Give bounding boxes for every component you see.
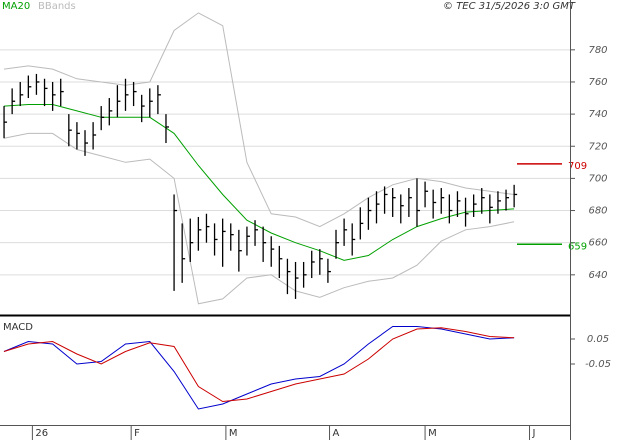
- y-tick-label: 0.05: [587, 334, 609, 345]
- y-tick-label: 660: [588, 238, 607, 249]
- y-tick-label: -0.05: [585, 359, 611, 370]
- legend-ma: MA20: [2, 1, 30, 12]
- y-tick-label: 760: [588, 77, 607, 88]
- macd-title: MACD: [3, 322, 33, 333]
- x-tick-label: J: [532, 428, 536, 439]
- level-label: 659: [568, 241, 587, 252]
- x-tick-label: A: [333, 428, 340, 439]
- bband-upper: [3, 12, 515, 228]
- ma-line: [3, 104, 515, 261]
- y-tick-label: 640: [588, 270, 607, 281]
- macd-line: [3, 326, 515, 410]
- x-tick-label: M: [428, 428, 437, 439]
- y-tick-label: 680: [588, 206, 607, 217]
- y-tick-label: 720: [588, 141, 607, 152]
- x-tick-label: F: [134, 428, 140, 439]
- y-tick-label: 700: [588, 173, 607, 184]
- source: © TEC 31/5/2026 3:0 GMT: [443, 1, 576, 12]
- level-label: 709: [568, 161, 587, 172]
- y-tick-label: 740: [588, 109, 607, 120]
- y-tick-label: 780: [588, 45, 607, 56]
- bband-lower: [3, 132, 515, 305]
- x-tick-label: 26: [35, 428, 48, 439]
- legend-bbands: BBands: [38, 1, 76, 12]
- macd-line: [3, 327, 515, 403]
- x-tick-label: M: [229, 428, 238, 439]
